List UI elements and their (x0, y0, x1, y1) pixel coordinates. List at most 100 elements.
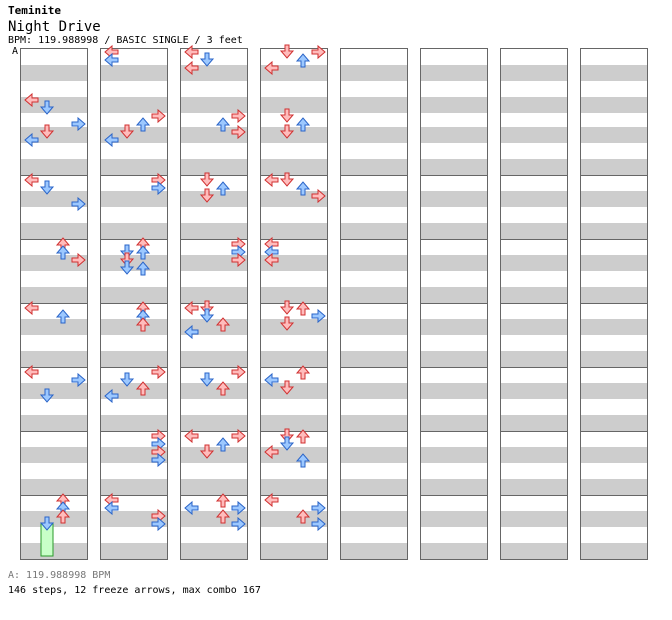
step-arrow (231, 364, 246, 380)
measure (20, 304, 88, 368)
artist-name: Teminite (8, 4, 61, 17)
step-arrow (311, 500, 326, 516)
step-arrow (184, 324, 199, 340)
beat-stripe (181, 127, 247, 143)
step-arrow (199, 444, 215, 459)
beat-stripe (581, 479, 647, 495)
beat-stripe (181, 97, 247, 113)
measure (260, 176, 328, 240)
beat-stripe (581, 65, 647, 81)
beat-stripe (101, 543, 167, 559)
step-arrow (119, 372, 135, 387)
measure (500, 48, 568, 113)
beat-stripe (181, 287, 247, 303)
beat-stripe (261, 191, 327, 207)
beat-stripe (101, 447, 167, 463)
beat-stripe (101, 255, 167, 271)
beat-stripe (421, 127, 487, 143)
beat-stripe (261, 319, 327, 335)
step-arrow (215, 509, 231, 524)
step-arrow (231, 516, 246, 532)
beat-stripe (261, 479, 327, 495)
step-arrow (104, 492, 119, 508)
measure (420, 48, 488, 113)
step-arrow (151, 452, 166, 468)
step-arrow (104, 388, 119, 404)
beat-stripe (101, 479, 167, 495)
beat-stripe (501, 191, 567, 207)
measure (100, 496, 168, 560)
step-arrow (311, 188, 326, 204)
beat-stripe (421, 415, 487, 431)
beat-stripe (581, 223, 647, 239)
beat-stripe (21, 191, 87, 207)
chart-column (100, 48, 168, 560)
beat-stripe (341, 447, 407, 463)
beat-stripe (21, 159, 87, 175)
beat-stripe (581, 159, 647, 175)
beat-stripe (581, 127, 647, 143)
step-arrow (135, 317, 151, 332)
beat-stripe (181, 383, 247, 399)
measure (500, 112, 568, 176)
beat-stripe (581, 255, 647, 271)
beat-stripe (501, 511, 567, 527)
chart-column (580, 48, 648, 560)
step-arrow (151, 428, 166, 444)
step-arrow (279, 172, 295, 187)
measure (20, 496, 88, 560)
measure (260, 432, 328, 496)
beat-stripe (421, 287, 487, 303)
beat-stripe (181, 351, 247, 367)
bpm-marker-label: A (12, 46, 19, 57)
measure (420, 368, 488, 432)
step-arrow (39, 180, 55, 195)
beat-stripe (21, 447, 87, 463)
beat-stripe (581, 383, 647, 399)
beat-stripe (501, 319, 567, 335)
measure (500, 496, 568, 560)
measure (180, 496, 248, 560)
freeze-arrow-head (39, 516, 55, 531)
beat-stripe (21, 479, 87, 495)
beat-stripe (581, 351, 647, 367)
beat-stripe (341, 191, 407, 207)
measure (420, 432, 488, 496)
step-arrow (135, 261, 151, 276)
measure (500, 432, 568, 496)
beat-stripe (181, 191, 247, 207)
beat-stripe (21, 223, 87, 239)
measure (20, 368, 88, 432)
beat-stripe (421, 543, 487, 559)
chart-column (420, 48, 488, 560)
beat-stripe (101, 97, 167, 113)
measure (100, 48, 168, 113)
step-arrow (264, 172, 279, 188)
chart-column (500, 48, 568, 560)
step-arrow (104, 132, 119, 148)
beat-stripe (421, 255, 487, 271)
beat-stripe (581, 543, 647, 559)
beat-stripe (181, 415, 247, 431)
beat-stripe (421, 447, 487, 463)
step-arrow (231, 124, 246, 140)
step-arrow (184, 428, 199, 444)
beat-stripe (581, 319, 647, 335)
step-arrow (311, 308, 326, 324)
beat-stripe (501, 255, 567, 271)
step-arrow (215, 117, 231, 132)
beat-stripe (181, 255, 247, 271)
step-arrow (55, 245, 71, 260)
measure (340, 240, 408, 304)
step-arrow (231, 108, 246, 124)
measure (340, 496, 408, 560)
step-arrow (231, 252, 246, 268)
beat-stripe (501, 159, 567, 175)
step-arrow (279, 436, 295, 451)
beat-stripe (341, 511, 407, 527)
step-arrow (184, 44, 199, 60)
step-arrow (151, 172, 166, 188)
beat-stripe (341, 97, 407, 113)
step-arrow (199, 308, 215, 323)
beat-stripe (501, 97, 567, 113)
